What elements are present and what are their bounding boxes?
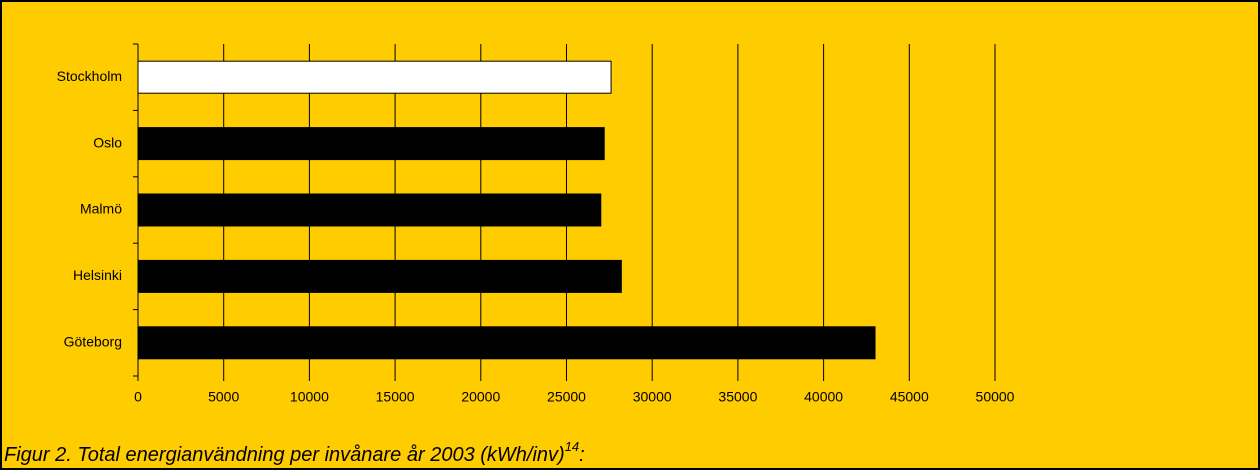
caption-text: Figur 2. Total energianvändning per invå… — [4, 444, 565, 466]
x-tick-label: 30000 — [633, 389, 672, 405]
caption-suffix: : — [579, 444, 585, 466]
caption-superscript: 14 — [565, 439, 579, 454]
bar — [137, 259, 622, 293]
bar — [137, 193, 602, 227]
bar — [137, 326, 876, 360]
y-tick-label: Oslo — [93, 134, 122, 150]
x-tick-label: 25000 — [547, 389, 586, 405]
x-tick-label: 35000 — [718, 389, 757, 405]
y-tick-label: Stockholm — [57, 68, 122, 84]
x-tick-label: 10000 — [290, 389, 329, 405]
bar — [137, 60, 612, 94]
x-tick-label: 40000 — [804, 389, 843, 405]
y-tick-label: Helsinki — [73, 267, 122, 283]
x-tick-label: 15000 — [376, 389, 415, 405]
caption: Figur 2. Total energianvändning per invå… — [4, 439, 585, 466]
x-tick-label: 0 — [134, 389, 142, 405]
y-tick-label: Malmö — [80, 201, 122, 217]
x-tick-label: 5000 — [208, 389, 239, 405]
bar — [137, 127, 605, 161]
x-tick-label: 20000 — [461, 389, 500, 405]
y-tick-label: Göteborg — [64, 334, 122, 350]
x-tick-label: 50000 — [976, 389, 1015, 405]
x-tick-label: 45000 — [890, 389, 929, 405]
